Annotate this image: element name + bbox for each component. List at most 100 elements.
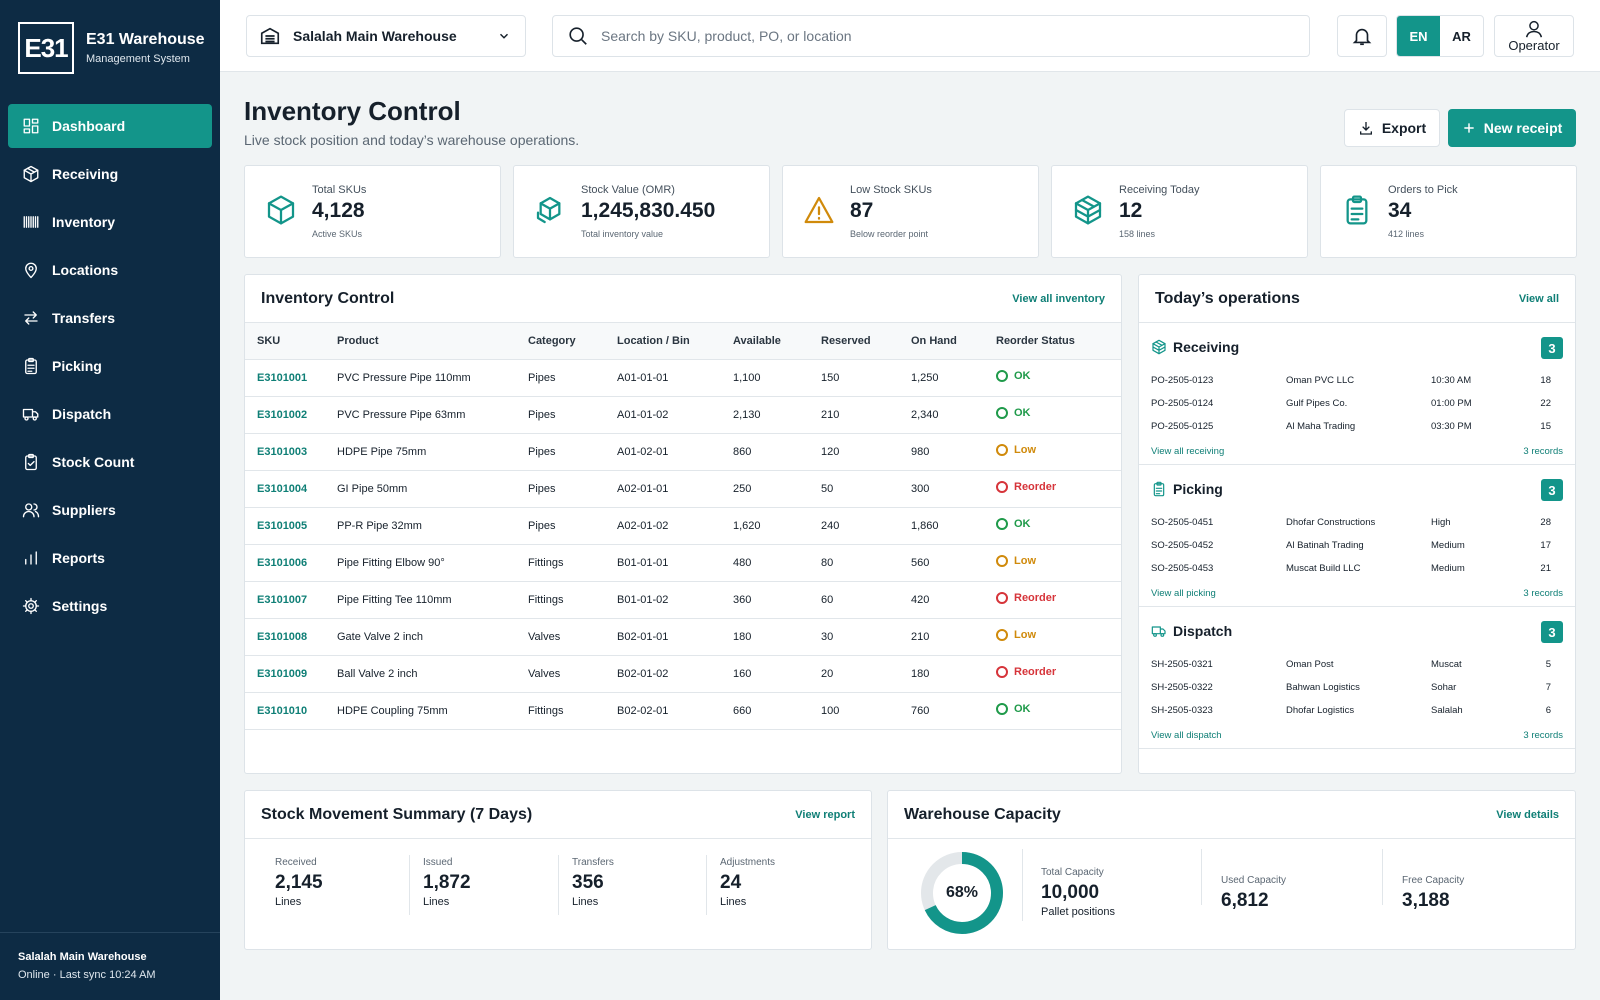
view-all-receiving-link[interactable]: View all receiving <box>1151 445 1225 457</box>
sidebar-item-inventory[interactable]: Inventory <box>8 200 212 244</box>
cell-sku[interactable]: E3101006 <box>245 544 337 582</box>
cell-sku[interactable]: E3101010 <box>245 692 337 730</box>
view-all-inventory-link[interactable]: View all inventory <box>1012 292 1105 305</box>
table-row[interactable]: E3101008 Gate Valve 2 inch Valves B02-01-01… <box>245 618 1121 656</box>
kpi-total-skus[interactable]: Total SKUs 4,128 Active SKUs <box>244 165 501 258</box>
table-row[interactable]: E3101006 Pipe Fitting Elbow 90° Fittings B0… <box>245 544 1121 582</box>
status-badge: OK <box>996 370 1031 382</box>
status-circle-icon <box>996 370 1008 382</box>
table-row[interactable]: E3101009 Ball Valve 2 inch Valves B02-01-02… <box>245 655 1121 693</box>
ops-cell-qty: 28 <box>1540 517 1551 528</box>
cell-bin: A01-02-01 <box>617 433 733 471</box>
brand-title: E31 Warehouse <box>86 31 205 48</box>
view-details-link[interactable]: View details <box>1496 808 1559 821</box>
sidebar-item-reports[interactable]: Reports <box>8 536 212 580</box>
cell-sku[interactable]: E3101005 <box>245 507 337 545</box>
column-header[interactable]: Category <box>528 323 617 360</box>
list-item[interactable]: SO-2505-0452 Al Batinah Trading Medium 17 <box>1151 534 1563 557</box>
table-row[interactable]: E3101007 Pipe Fitting Tee 110mm Fittings B0… <box>245 581 1121 619</box>
table-row[interactable]: E3101001 PVC Pressure Pipe 110mm Pipes A01-… <box>245 359 1121 397</box>
view-report-link[interactable]: View report <box>795 808 855 821</box>
list-item[interactable]: SO-2505-0451 Dhofar Constructions High 28 <box>1151 511 1563 534</box>
view-all-picking-link[interactable]: View all picking <box>1151 587 1216 599</box>
cell-sku[interactable]: E3101004 <box>245 470 337 508</box>
list-item[interactable]: PO-2505-0123 Oman PVC LLC 10:30 AM 18 <box>1151 369 1563 392</box>
cell-sku[interactable]: E3101003 <box>245 433 337 471</box>
ops-cell-id: SO-2505-0452 <box>1151 540 1214 551</box>
sidebar-nav: Dashboard Receiving Inventory Locations Tran… <box>0 104 220 628</box>
cell-available: 660 <box>733 692 821 730</box>
footer-sync-status: Online · Last sync 10:24 AM <box>18 969 156 981</box>
search-input[interactable] <box>601 28 1281 44</box>
records-count: 3 records <box>1523 729 1563 741</box>
total-capacity-unit: Pallet positions <box>1041 906 1115 918</box>
status-badge: OK <box>996 518 1031 530</box>
table-row[interactable]: E3101002 PVC Pressure Pipe 63mm Pipes A01-0… <box>245 396 1121 434</box>
cell-sku[interactable]: E3101008 <box>245 618 337 656</box>
cell-product: GI Pipe 50mm <box>337 470 528 508</box>
ops-cell-id: SO-2505-0451 <box>1151 517 1214 528</box>
ops-cell-party: Al Batinah Trading <box>1286 540 1364 551</box>
user-menu-button[interactable]: Operator <box>1494 15 1574 57</box>
lang-ar-button[interactable]: AR <box>1452 28 1471 44</box>
table-row[interactable]: E3101005 PP-R Pipe 32mm Pipes A02-01-02 1,62… <box>245 507 1121 545</box>
ops-cell-meta: Sohar <box>1431 682 1457 693</box>
sidebar-item-picking[interactable]: Picking <box>8 344 212 388</box>
kpi-receiving-today[interactable]: Receiving Today 12 158 lines <box>1051 165 1308 258</box>
sidebar-item-label: Receiving <box>52 166 119 182</box>
user-icon <box>1524 20 1544 38</box>
status-badge: Reorder <box>996 592 1056 604</box>
kpi-orders-to-pick[interactable]: Orders to Pick 34 412 lines <box>1320 165 1577 258</box>
list-item[interactable]: SO-2505-0453 Muscat Build LLC Medium 21 <box>1151 557 1563 580</box>
column-header[interactable]: Product <box>337 323 528 360</box>
sidebar-item-transfers[interactable]: Transfers <box>8 296 212 340</box>
cell-bin: B02-02-01 <box>617 692 733 730</box>
clipboard-check-icon <box>22 453 40 471</box>
lang-en-button[interactable]: EN <box>1397 16 1440 56</box>
table-row[interactable]: E3101004 GI Pipe 50mm Pipes A02-01-01 250 50 3… <box>245 470 1121 508</box>
sidebar-item-dispatch[interactable]: Dispatch <box>8 392 212 436</box>
status-label: Reorder <box>1014 666 1057 678</box>
column-header[interactable]: Location / Bin <box>617 323 733 360</box>
ops-cell-meta: Medium <box>1431 540 1465 551</box>
warehouse-select[interactable]: Salalah Main Warehouse <box>246 15 526 57</box>
column-header[interactable]: Available <box>733 323 821 360</box>
sidebar-item-settings[interactable]: Settings <box>8 584 212 628</box>
ops-cell-qty: 18 <box>1540 375 1551 386</box>
sidebar-item-suppliers[interactable]: Suppliers <box>8 488 212 532</box>
brand[interactable]: E31 E31 Warehouse Management System <box>0 0 220 96</box>
column-header[interactable]: Reorder Status <box>996 323 1121 360</box>
view-all-operations-link[interactable]: View all <box>1518 292 1559 305</box>
column-header[interactable]: On Hand <box>911 323 996 360</box>
column-header[interactable]: SKU <box>245 323 337 360</box>
status-badge: OK <box>996 407 1031 419</box>
cell-sku[interactable]: E3101002 <box>245 396 337 434</box>
kpi-label: Low Stock SKUs <box>850 184 932 196</box>
list-item[interactable]: SH-2505-0322 Bahwan Logistics Sohar 7 <box>1151 676 1563 699</box>
kpi-low-stock-skus[interactable]: Low Stock SKUs 87 Below reorder point <box>782 165 1039 258</box>
view-all-dispatch-link[interactable]: View all dispatch <box>1151 729 1222 741</box>
cell-sku[interactable]: E3101007 <box>245 581 337 619</box>
status-label: OK <box>1014 407 1031 419</box>
new-receipt-button[interactable]: New receipt <box>1448 109 1576 147</box>
export-button[interactable]: Export <box>1344 109 1440 147</box>
notifications-button[interactable] <box>1337 15 1387 57</box>
list-item[interactable]: SH-2505-0321 Oman Post Muscat 5 <box>1151 653 1563 676</box>
list-item[interactable]: PO-2505-0125 Al Maha Trading 03:30 PM 15 <box>1151 415 1563 438</box>
table-row[interactable]: E3101003 HDPE Pipe 75mm Pipes A01-02-01 860 1… <box>245 433 1121 471</box>
list-item[interactable]: PO-2505-0124 Gulf Pipes Co. 01:00 PM 22 <box>1151 392 1563 415</box>
sidebar-item-locations[interactable]: Locations <box>8 248 212 292</box>
cell-on-hand: 760 <box>911 692 996 730</box>
list-item[interactable]: SH-2505-0323 Dhofar Logistics Salalah 6 <box>1151 699 1563 722</box>
table-row[interactable]: E3101010 HDPE Coupling 75mm Fittings B02-02… <box>245 692 1121 730</box>
kpi-stock-value-omr[interactable]: Stock Value (OMR) 1,245,830.450 Total inve… <box>513 165 770 258</box>
cell-sku[interactable]: E3101001 <box>245 359 337 397</box>
column-header[interactable]: Reserved <box>821 323 911 360</box>
sidebar-item-receiving[interactable]: Receiving <box>8 152 212 196</box>
sidebar-item-dashboard[interactable]: Dashboard <box>8 104 212 148</box>
cell-sku[interactable]: E3101009 <box>245 655 337 693</box>
search-box[interactable] <box>552 15 1310 57</box>
free-capacity-label: Free Capacity <box>1402 875 1465 886</box>
sidebar-item-stock-count[interactable]: Stock Count <box>8 440 212 484</box>
cell-bin: A01-01-01 <box>617 359 733 397</box>
